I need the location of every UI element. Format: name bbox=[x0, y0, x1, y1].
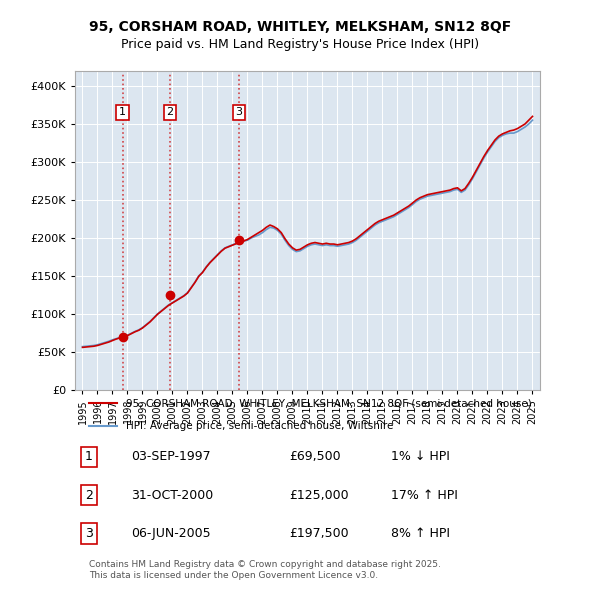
Text: 31-OCT-2000: 31-OCT-2000 bbox=[131, 489, 213, 502]
Text: £125,000: £125,000 bbox=[289, 489, 349, 502]
Text: 1% ↓ HPI: 1% ↓ HPI bbox=[391, 450, 450, 463]
Text: 2: 2 bbox=[166, 107, 173, 117]
Text: 03-SEP-1997: 03-SEP-1997 bbox=[131, 450, 211, 463]
Text: HPI: Average price, semi-detached house, Wiltshire: HPI: Average price, semi-detached house,… bbox=[126, 421, 394, 431]
Text: 2: 2 bbox=[85, 489, 93, 502]
Text: 1: 1 bbox=[119, 107, 126, 117]
Text: 95, CORSHAM ROAD, WHITLEY, MELKSHAM, SN12 8QF (semi-detached house): 95, CORSHAM ROAD, WHITLEY, MELKSHAM, SN1… bbox=[126, 398, 532, 408]
Text: 8% ↑ HPI: 8% ↑ HPI bbox=[391, 527, 450, 540]
Text: £69,500: £69,500 bbox=[289, 450, 341, 463]
Text: Contains HM Land Registry data © Crown copyright and database right 2025.
This d: Contains HM Land Registry data © Crown c… bbox=[89, 560, 441, 580]
Text: 95, CORSHAM ROAD, WHITLEY, MELKSHAM, SN12 8QF: 95, CORSHAM ROAD, WHITLEY, MELKSHAM, SN1… bbox=[89, 19, 511, 34]
Text: 1: 1 bbox=[85, 450, 93, 463]
Text: 3: 3 bbox=[235, 107, 242, 117]
Text: 17% ↑ HPI: 17% ↑ HPI bbox=[391, 489, 458, 502]
Text: Price paid vs. HM Land Registry's House Price Index (HPI): Price paid vs. HM Land Registry's House … bbox=[121, 38, 479, 51]
Text: 06-JUN-2005: 06-JUN-2005 bbox=[131, 527, 211, 540]
Text: 3: 3 bbox=[85, 527, 93, 540]
Text: £197,500: £197,500 bbox=[289, 527, 349, 540]
